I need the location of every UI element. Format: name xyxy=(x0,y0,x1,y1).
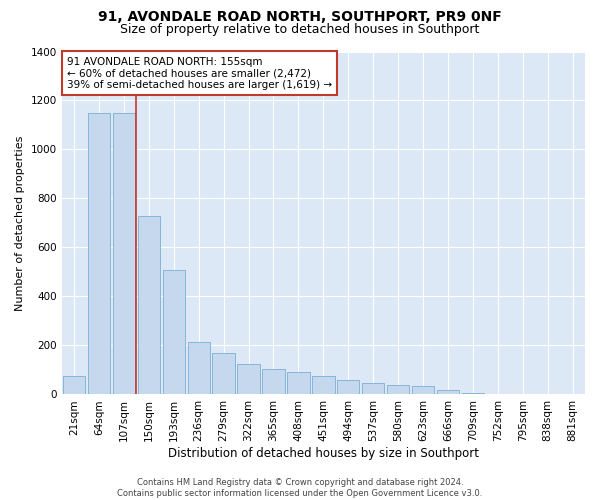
Bar xyxy=(113,112,135,394)
Bar xyxy=(312,376,335,394)
Bar xyxy=(337,380,359,394)
Bar xyxy=(88,112,110,394)
Bar xyxy=(262,368,285,394)
Text: Contains HM Land Registry data © Crown copyright and database right 2024.
Contai: Contains HM Land Registry data © Crown c… xyxy=(118,478,482,498)
Bar xyxy=(362,384,385,394)
Text: 91, AVONDALE ROAD NORTH, SOUTHPORT, PR9 0NF: 91, AVONDALE ROAD NORTH, SOUTHPORT, PR9 … xyxy=(98,10,502,24)
X-axis label: Distribution of detached houses by size in Southport: Distribution of detached houses by size … xyxy=(168,447,479,460)
Y-axis label: Number of detached properties: Number of detached properties xyxy=(15,136,25,310)
Bar xyxy=(412,386,434,394)
Text: 91 AVONDALE ROAD NORTH: 155sqm
← 60% of detached houses are smaller (2,472)
39% : 91 AVONDALE ROAD NORTH: 155sqm ← 60% of … xyxy=(67,56,332,90)
Bar xyxy=(437,390,459,394)
Bar xyxy=(63,376,85,394)
Bar xyxy=(163,270,185,394)
Bar xyxy=(461,393,484,394)
Bar xyxy=(238,364,260,394)
Bar xyxy=(387,384,409,394)
Text: Size of property relative to detached houses in Southport: Size of property relative to detached ho… xyxy=(121,22,479,36)
Bar xyxy=(287,372,310,394)
Bar xyxy=(188,342,210,394)
Bar xyxy=(137,216,160,394)
Bar xyxy=(212,353,235,395)
